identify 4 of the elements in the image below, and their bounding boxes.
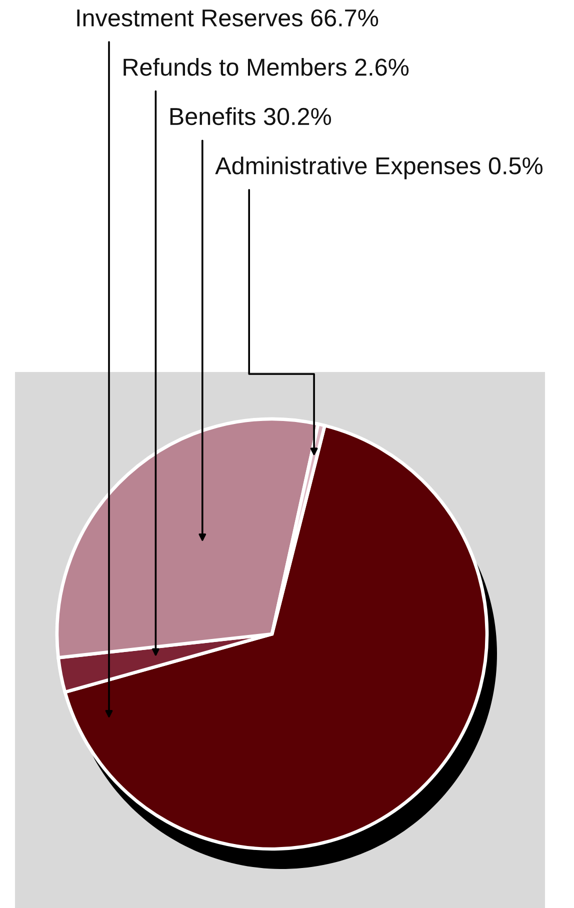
slice-label: Benefits 30.2%	[170, 107, 332, 126]
slice-label: Refunds to Members 2.6%	[124, 58, 409, 76]
slice-label: Investment Reserves 66.7%	[77, 9, 378, 27]
slice-label: Administrative Expenses 0.5%	[215, 156, 543, 180]
